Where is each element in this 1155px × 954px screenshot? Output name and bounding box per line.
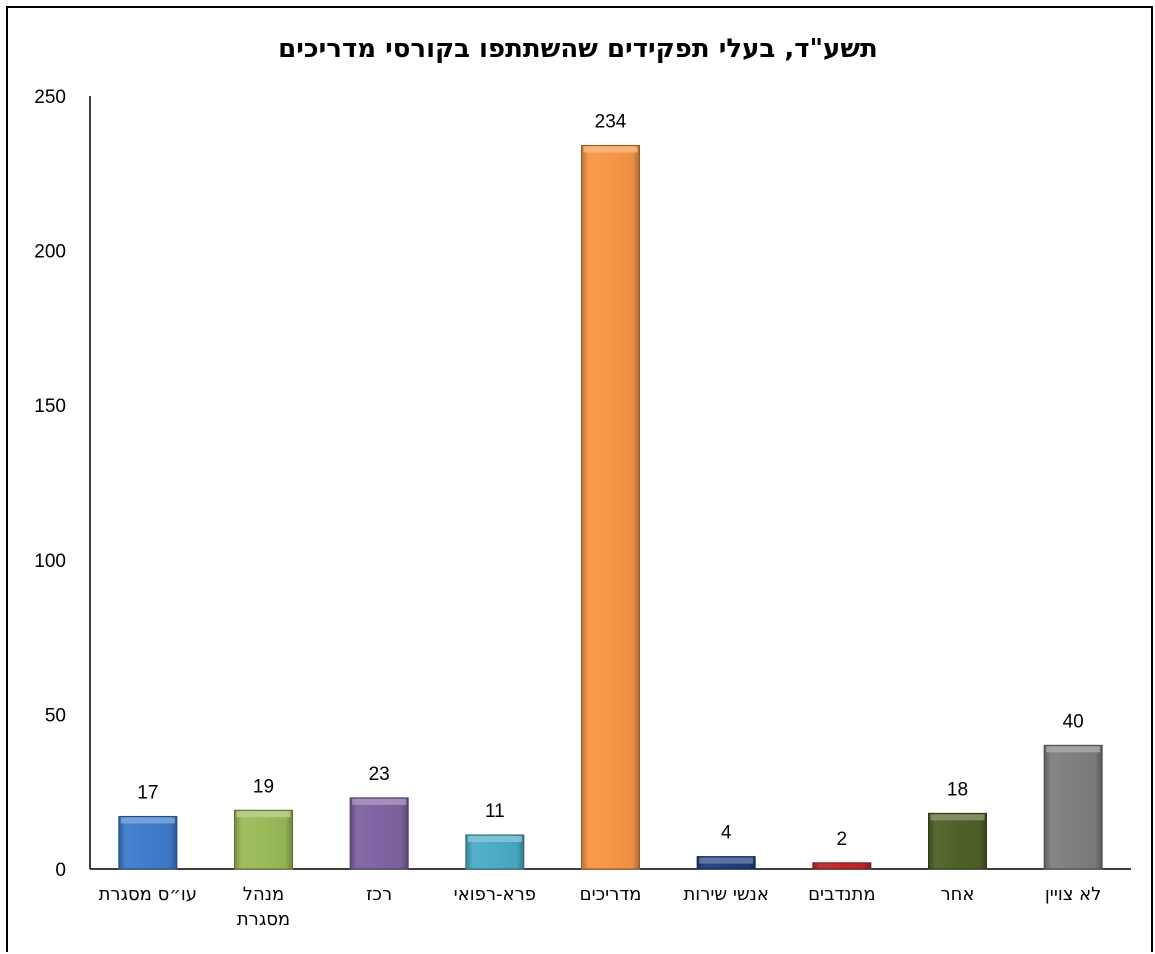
data-label: 17 [137,782,158,803]
bar-bevel [236,811,291,818]
bar-bevel [583,146,638,153]
data-label: 234 [595,111,627,132]
bar-bevel [930,814,985,821]
data-label: 40 [1063,711,1084,732]
bar-bevel [699,857,754,864]
bar-bevel [120,817,175,824]
data-label: 23 [369,764,390,785]
y-tick-label: 100 [34,551,66,572]
bar [349,797,409,870]
chart-title: תשע"ד, בעלי תפקידים שהשתתפו בקורסי מדריכ… [278,34,878,64]
category-label: מסגרת [237,909,290,930]
bar [118,815,178,870]
bars [118,144,1103,870]
bar-bevel [467,835,522,842]
bar [812,862,872,870]
data-label: 11 [485,801,505,822]
bar [1043,744,1103,870]
data-label: 19 [253,776,274,797]
category-label: עו״ס מסגרת [99,884,198,905]
data-label: 18 [947,779,968,800]
y-tick-label: 0 [55,860,66,881]
y-tick-label: 150 [34,396,66,417]
data-label: 2 [837,829,848,850]
y-tick-label: 250 [34,87,66,108]
category-label: לא צויין [1045,884,1102,905]
bar-bevel [352,798,407,805]
bar [581,144,640,870]
category-label: מנהל [243,884,284,905]
category-label: אנשי שירות [683,884,768,905]
data-labels: 17 19 23 11 234 4 2 18 40 [137,111,1083,849]
category-label: מתנדבים [808,884,875,905]
bar [234,809,293,870]
y-tick-label: 200 [34,242,66,263]
category-label: אחר [941,884,975,905]
y-axis: 0 50 100 150 200 250 [34,87,91,881]
category-labels: עו״ס מסגרת מנהל מסגרת רכז פרא-רפואי מדריכים אנ… [99,884,1102,930]
chart-frame [6,6,1153,952]
bar [928,812,987,870]
category-label: רכז [366,884,392,905]
bar-bevel [1046,746,1101,753]
category-label: פרא-רפואי [454,884,536,905]
category-label: מדריכים [580,884,642,905]
y-tick-label: 50 [45,705,66,726]
data-label: 4 [721,823,732,844]
